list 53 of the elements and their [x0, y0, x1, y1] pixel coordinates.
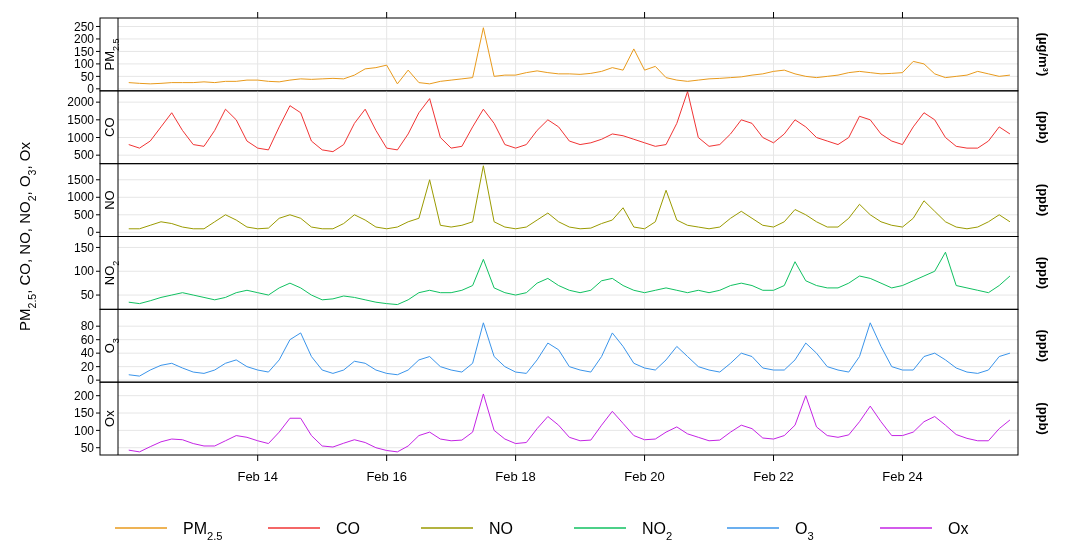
- y2-axis-title: (ppb): [1036, 183, 1052, 217]
- y2-axis-title: (ppb): [1036, 256, 1052, 290]
- y-tick-label: 100: [73, 423, 95, 438]
- x-tick-label: Feb 20: [624, 469, 665, 484]
- line-series: [128, 27, 1011, 85]
- line-series: [128, 251, 1011, 306]
- y-tick-label: 150: [73, 240, 95, 255]
- legend-label: NO: [489, 519, 513, 537]
- legend-label: PM$_{2.5}$: [183, 519, 223, 540]
- y-tick-label: 40: [80, 346, 95, 361]
- y-tick-label: 0: [87, 82, 95, 97]
- y-tick-label: 1500: [67, 172, 95, 187]
- y-tick-label: 200: [73, 388, 95, 403]
- y-tick-label: 1500: [67, 113, 95, 128]
- text: CO: [101, 117, 117, 137]
- y-tick-label: 100: [73, 57, 95, 72]
- y-tick-label: 0: [87, 225, 95, 240]
- y-tick-label: 20: [80, 359, 95, 374]
- y-tick-label: 150: [73, 406, 95, 421]
- legend-label: NO$_{2}$: [642, 519, 673, 540]
- y-tick-label: 80: [80, 319, 95, 334]
- y-tick-label: 50: [80, 288, 95, 303]
- y-tick-label: 1000: [67, 130, 95, 145]
- y2-axis-title: (ppb): [1036, 402, 1052, 435]
- y-tick-label: 0: [87, 373, 95, 388]
- text: Ox: [101, 409, 117, 427]
- text: NO: [101, 190, 117, 210]
- y-tick-label: 250: [73, 19, 95, 34]
- x-tick-label: Feb 22: [753, 469, 794, 484]
- y-tick-label: 1000: [67, 190, 95, 205]
- x-tick-label: Feb 24: [882, 469, 923, 484]
- line-series: [128, 322, 1011, 377]
- x-tick-label: Feb 18: [495, 469, 536, 484]
- y2-axis-title: (ppb): [1036, 111, 1052, 144]
- y-tick-label: 2000: [67, 95, 95, 110]
- y2-axis-title: (µg/m³): [1036, 32, 1052, 77]
- legend-label: O$_{3}$: [795, 519, 814, 540]
- y-tick-label: 50: [80, 69, 95, 84]
- x-tick-label: Feb 14: [237, 469, 278, 484]
- y-tick-label: 100: [73, 264, 95, 279]
- y-tick-label: 200: [73, 32, 95, 47]
- line-series: [128, 91, 1011, 153]
- y-tick-label: 500: [73, 207, 95, 222]
- y-tick-label: 150: [73, 44, 95, 59]
- legend-label: Ox: [948, 519, 969, 537]
- y-tick-label: 500: [73, 148, 95, 163]
- legend-label: CO: [336, 519, 360, 537]
- line-series: [128, 165, 1011, 230]
- x-tick-label: Feb 16: [366, 469, 407, 484]
- y-tick-label: 60: [80, 332, 95, 347]
- line-series: [128, 393, 1011, 453]
- y-tick-label: 50: [80, 440, 95, 455]
- y2-axis-title: (ppb): [1036, 329, 1052, 362]
